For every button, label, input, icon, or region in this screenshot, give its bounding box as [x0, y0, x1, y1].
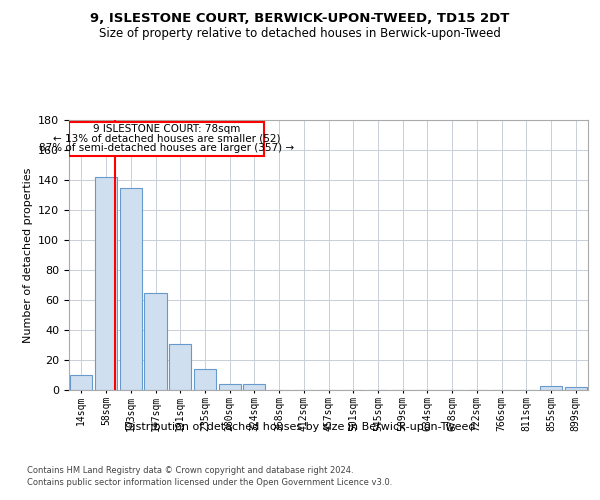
Bar — [540, 386, 562, 390]
Text: ← 13% of detached houses are smaller (52): ← 13% of detached houses are smaller (52… — [53, 134, 281, 143]
Bar — [95, 177, 117, 390]
Y-axis label: Number of detached properties: Number of detached properties — [23, 168, 32, 342]
Bar — [169, 344, 191, 390]
FancyBboxPatch shape — [70, 122, 264, 156]
Bar — [145, 292, 167, 390]
Bar — [194, 369, 216, 390]
Bar — [218, 384, 241, 390]
Text: 9 ISLESTONE COURT: 78sqm: 9 ISLESTONE COURT: 78sqm — [93, 124, 241, 134]
Text: 87% of semi-detached houses are larger (357) →: 87% of semi-detached houses are larger (… — [40, 143, 295, 153]
Bar — [119, 188, 142, 390]
Bar — [70, 375, 92, 390]
Text: Contains HM Land Registry data © Crown copyright and database right 2024.: Contains HM Land Registry data © Crown c… — [27, 466, 353, 475]
Text: Contains public sector information licensed under the Open Government Licence v3: Contains public sector information licen… — [27, 478, 392, 487]
Text: Distribution of detached houses by size in Berwick-upon-Tweed: Distribution of detached houses by size … — [124, 422, 476, 432]
Bar — [565, 387, 587, 390]
Bar — [243, 384, 265, 390]
Text: Size of property relative to detached houses in Berwick-upon-Tweed: Size of property relative to detached ho… — [99, 28, 501, 40]
Text: 9, ISLESTONE COURT, BERWICK-UPON-TWEED, TD15 2DT: 9, ISLESTONE COURT, BERWICK-UPON-TWEED, … — [91, 12, 509, 26]
